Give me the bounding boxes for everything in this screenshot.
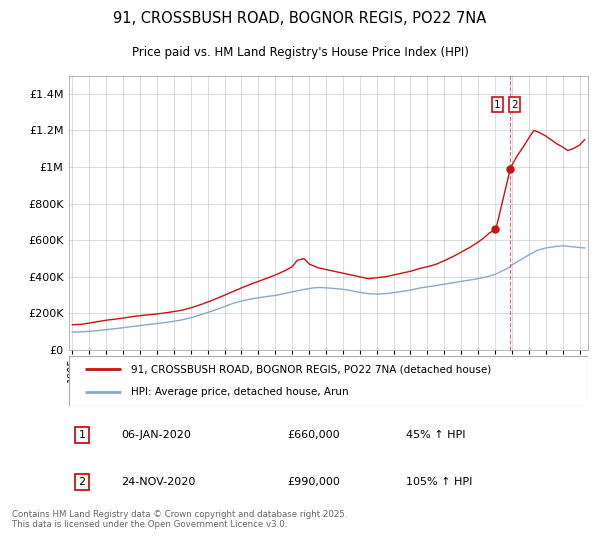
Text: 1: 1 — [79, 430, 85, 440]
Text: HPI: Average price, detached house, Arun: HPI: Average price, detached house, Arun — [131, 388, 349, 398]
Text: 91, CROSSBUSH ROAD, BOGNOR REGIS, PO22 7NA: 91, CROSSBUSH ROAD, BOGNOR REGIS, PO22 7… — [113, 11, 487, 26]
Bar — [495, 76, 510, 350]
Text: 45% ↑ HPI: 45% ↑ HPI — [406, 430, 466, 440]
Text: £990,000: £990,000 — [287, 477, 340, 487]
Text: 24-NOV-2020: 24-NOV-2020 — [121, 477, 195, 487]
Text: 105% ↑ HPI: 105% ↑ HPI — [406, 477, 473, 487]
Text: 2: 2 — [79, 477, 86, 487]
Text: 2: 2 — [511, 100, 518, 110]
Text: Contains HM Land Registry data © Crown copyright and database right 2025.
This d: Contains HM Land Registry data © Crown c… — [12, 510, 347, 529]
Text: Price paid vs. HM Land Registry's House Price Index (HPI): Price paid vs. HM Land Registry's House … — [131, 46, 469, 59]
Text: 91, CROSSBUSH ROAD, BOGNOR REGIS, PO22 7NA (detached house): 91, CROSSBUSH ROAD, BOGNOR REGIS, PO22 7… — [131, 364, 491, 374]
FancyBboxPatch shape — [69, 356, 588, 406]
Text: 06-JAN-2020: 06-JAN-2020 — [121, 430, 191, 440]
Text: 1: 1 — [494, 100, 501, 110]
Text: £660,000: £660,000 — [287, 430, 340, 440]
